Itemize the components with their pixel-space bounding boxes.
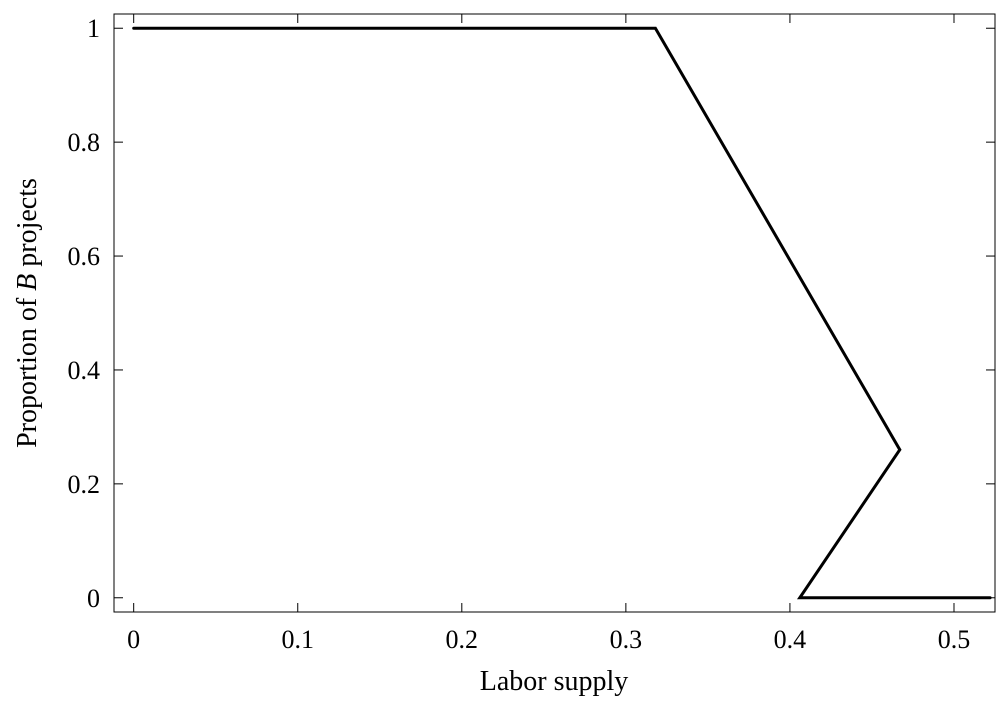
x-tick-label: 0.5 — [938, 625, 971, 654]
x-tick-label: 0.2 — [446, 625, 479, 654]
y-tick-label: 0.8 — [68, 128, 101, 157]
y-tick-label: 0.4 — [68, 356, 101, 385]
x-axis-label: Labor supply — [480, 666, 629, 697]
y-axis-label-part-3: projects — [12, 178, 43, 274]
y-tick-label: 0.6 — [68, 242, 101, 271]
y-tick-label: 0 — [87, 584, 100, 613]
x-axis: 0 0.1 0.2 0.3 0.4 0.5 — [127, 14, 970, 654]
plot-frame — [113, 13, 996, 613]
x-tick-label: 0.4 — [774, 625, 807, 654]
y-tick-label: 1 — [87, 14, 100, 43]
y-axis-label-part-2: B — [12, 274, 43, 291]
y-axis-label-part-1: Proportion of — [12, 291, 43, 448]
x-tick-label: 0 — [127, 625, 140, 654]
x-tick-label: 0.1 — [281, 625, 314, 654]
y-axis: 0 0.2 0.4 0.6 0.8 1 — [68, 14, 995, 613]
y-tick-label: 0.2 — [68, 470, 101, 499]
series-layer — [132, 26, 992, 600]
x-tick-label: 0.3 — [610, 625, 643, 654]
y-axis-label: Proportion of B projects — [12, 178, 43, 448]
series-line — [132, 26, 992, 600]
